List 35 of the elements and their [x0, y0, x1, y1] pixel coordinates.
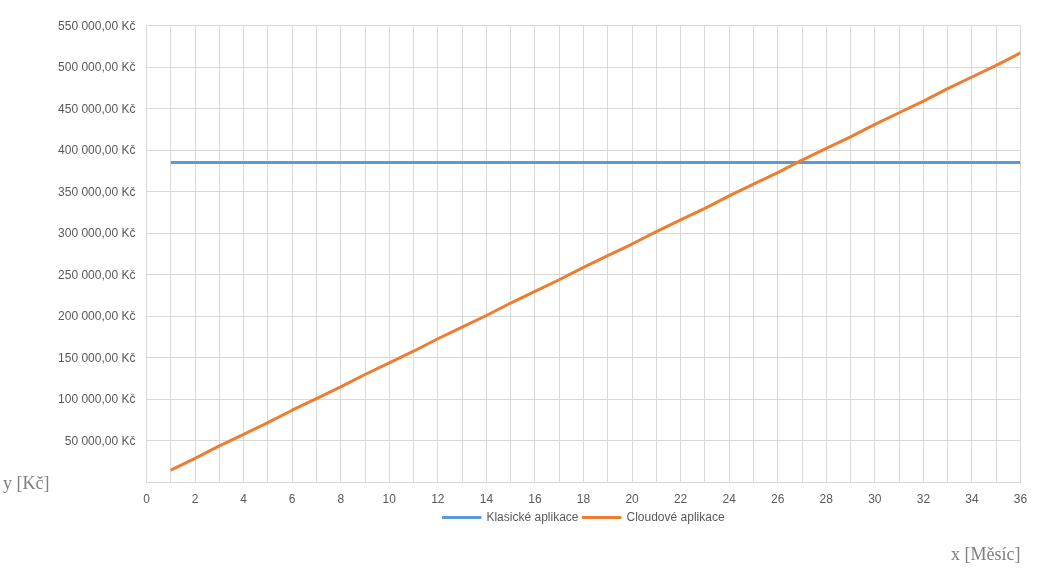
- y-tick-label: 400 000,00 Kč: [58, 143, 136, 158]
- x-tick-label: 22: [673, 491, 688, 506]
- y-tick-label: 350 000,00 Kč: [58, 184, 136, 199]
- x-tick-label: 34: [965, 491, 979, 506]
- x-tick-label: 30: [868, 491, 882, 506]
- x-tick-label: 12: [431, 491, 445, 506]
- x-tick-label: 14: [479, 491, 494, 506]
- y-tick-label: 500 000,00 Kč: [58, 60, 136, 75]
- x-tick-label: 4: [240, 491, 248, 506]
- x-tick-label: 2: [191, 491, 199, 506]
- y-axis-title: y [Kč]: [3, 472, 50, 493]
- x-tick-label: 24: [722, 491, 737, 506]
- y-tick-label: 450 000,00 Kč: [58, 101, 136, 116]
- y-tick-label: 550 000,00 Kč: [58, 18, 136, 33]
- x-tick-label: 8: [337, 491, 345, 506]
- x-tick-label: 6: [288, 491, 296, 506]
- x-tick-label: 28: [819, 491, 834, 506]
- x-tick-label: 10: [382, 491, 397, 506]
- x-tick-label: 26: [771, 491, 785, 506]
- x-tick-label: 16: [528, 491, 542, 506]
- x-tick-label: 32: [916, 491, 931, 506]
- y-tick-label: 150 000,00 Kč: [58, 350, 136, 365]
- line-series: [169, 51, 1021, 472]
- x-tick-label: 36: [1013, 491, 1028, 506]
- y-tick-label: 300 000,00 Kč: [58, 226, 136, 241]
- y-tick-label: 50 000,00 Kč: [64, 433, 136, 448]
- x-tick-label: 20: [625, 491, 640, 506]
- y-tick-label: 250 000,00 Kč: [58, 267, 136, 282]
- x-tick-label: 0: [143, 491, 151, 506]
- legend-label: Cloudové aplikace: [626, 510, 725, 524]
- y-tick-label: 100 000,00 Kč: [58, 392, 136, 407]
- legend-label: Klasické aplikace: [486, 510, 579, 524]
- y-tick-label: 200 000,00 Kč: [58, 309, 136, 324]
- x-axis-title: x [Měsíc]: [951, 544, 1021, 565]
- x-tick-label: 18: [576, 491, 591, 506]
